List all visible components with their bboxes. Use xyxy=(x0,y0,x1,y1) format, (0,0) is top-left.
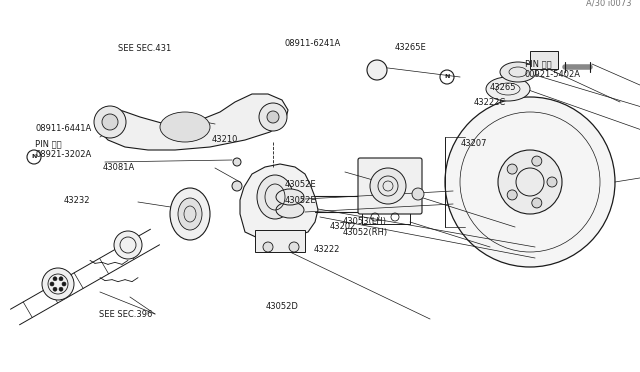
Circle shape xyxy=(289,242,299,252)
Text: 08911-6441A: 08911-6441A xyxy=(35,124,92,133)
Ellipse shape xyxy=(170,188,210,240)
Circle shape xyxy=(53,287,57,291)
Circle shape xyxy=(259,103,287,131)
Text: 43202: 43202 xyxy=(330,222,356,231)
Circle shape xyxy=(367,60,387,80)
Circle shape xyxy=(532,156,542,166)
Circle shape xyxy=(42,268,74,300)
Ellipse shape xyxy=(500,62,536,82)
Text: 43222: 43222 xyxy=(314,245,340,254)
Circle shape xyxy=(59,277,63,281)
Circle shape xyxy=(370,168,406,204)
Circle shape xyxy=(114,231,142,259)
Text: 43232: 43232 xyxy=(64,196,90,205)
Text: 43265E: 43265E xyxy=(395,43,427,52)
Circle shape xyxy=(233,158,241,166)
Text: N: N xyxy=(31,154,36,160)
Circle shape xyxy=(532,198,542,208)
Text: 43210: 43210 xyxy=(211,135,237,144)
Circle shape xyxy=(508,164,517,174)
Text: 43081A: 43081A xyxy=(102,163,134,172)
Ellipse shape xyxy=(160,112,210,142)
Text: 43052E: 43052E xyxy=(285,196,316,205)
Circle shape xyxy=(445,97,615,267)
Text: N: N xyxy=(444,74,450,80)
Text: 43052D: 43052D xyxy=(266,302,298,311)
Circle shape xyxy=(102,114,118,130)
Circle shape xyxy=(50,282,54,286)
Polygon shape xyxy=(97,94,288,150)
Text: 43052E: 43052E xyxy=(285,180,316,189)
Polygon shape xyxy=(240,164,318,240)
Text: SEE SEC.396: SEE SEC.396 xyxy=(99,310,152,319)
Text: 43053(LH): 43053(LH) xyxy=(342,217,387,226)
Circle shape xyxy=(508,190,517,200)
Circle shape xyxy=(547,177,557,187)
Circle shape xyxy=(53,277,57,281)
Text: PIN ピン: PIN ピン xyxy=(525,60,552,69)
Circle shape xyxy=(59,287,63,291)
Circle shape xyxy=(412,188,424,200)
Ellipse shape xyxy=(276,189,304,205)
Text: 08921-3202A: 08921-3202A xyxy=(35,150,92,159)
Ellipse shape xyxy=(178,198,202,230)
Text: 43265: 43265 xyxy=(490,83,516,92)
Circle shape xyxy=(263,242,273,252)
Circle shape xyxy=(267,111,279,123)
Text: SEE SEC.431: SEE SEC.431 xyxy=(118,44,172,53)
Text: 00921-5402A: 00921-5402A xyxy=(525,70,581,79)
Text: PIN ピン: PIN ピン xyxy=(35,140,62,149)
Text: A/30 i0073: A/30 i0073 xyxy=(586,0,632,8)
Circle shape xyxy=(62,282,66,286)
Bar xyxy=(530,51,558,69)
Ellipse shape xyxy=(486,77,530,101)
Circle shape xyxy=(94,106,126,138)
Circle shape xyxy=(232,181,242,191)
Text: 43207: 43207 xyxy=(461,139,487,148)
Text: 08911-6241A: 08911-6241A xyxy=(285,39,341,48)
Text: 43052(RH): 43052(RH) xyxy=(342,228,388,237)
Text: 43222C: 43222C xyxy=(474,98,506,107)
Ellipse shape xyxy=(276,202,304,218)
Circle shape xyxy=(498,150,562,214)
FancyBboxPatch shape xyxy=(358,158,422,214)
Ellipse shape xyxy=(257,175,293,219)
FancyBboxPatch shape xyxy=(255,230,305,252)
